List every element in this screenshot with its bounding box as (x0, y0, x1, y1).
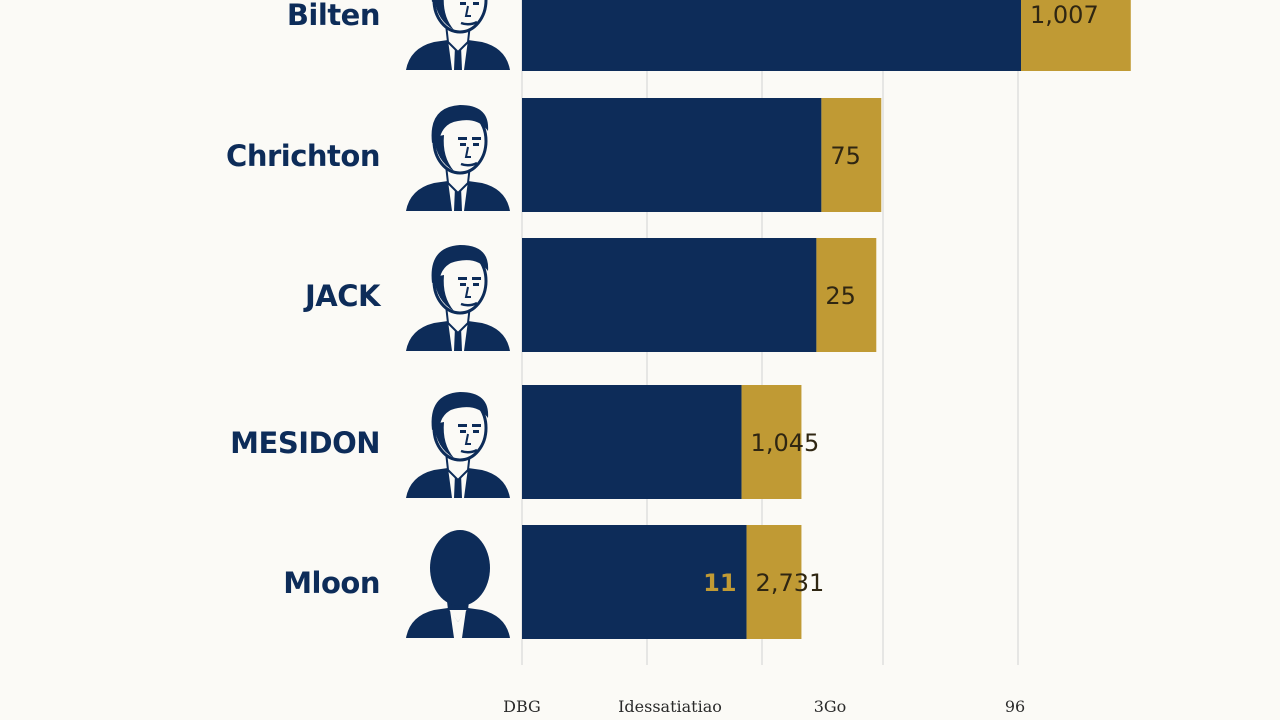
value-label-3: 1,045 (751, 429, 820, 457)
bar-secondary-1 (821, 98, 882, 212)
x-tick-label-2: 3Go (814, 697, 847, 716)
bar-secondary-0 (1021, 0, 1131, 71)
inner-label-4: 11 (703, 569, 736, 597)
bar-primary-1 (522, 98, 822, 212)
value-label-0: 1,007 (1030, 1, 1099, 29)
portrait-icon-4 (406, 530, 510, 638)
portrait-icon-2 (404, 243, 512, 353)
bar-primary-0 (522, 0, 1021, 71)
labels: Bilten 1,007 Chrichton 75 JACK 25 MESIDON 1,045… (226, 0, 1099, 600)
category-label-0: Bilten (287, 0, 380, 32)
x-axis-ticks: DBG Idessatiatiao 3Go 96 (503, 697, 1025, 716)
bar-primary-3 (522, 385, 742, 499)
category-label-3: MESIDON (230, 426, 380, 460)
x-tick-label-3: 96 (1005, 697, 1025, 716)
portrait-icon-1 (404, 103, 512, 213)
category-label-2: JACK (303, 279, 382, 313)
value-label-1: 75 (830, 142, 861, 170)
bar-secondary-3 (741, 385, 802, 499)
portrait-icon-3 (404, 390, 512, 500)
category-label-1: Chrichton (226, 139, 380, 173)
value-label-4: 2,731 (756, 569, 825, 597)
bars (522, 0, 1131, 639)
bar-secondary-4 (746, 525, 802, 639)
x-tick-label-0: DBG (503, 697, 541, 716)
value-label-2: 25 (825, 282, 856, 310)
x-tick-label-1: Idessatiatiao (618, 697, 722, 716)
portrait-icon-0 (404, 0, 512, 72)
bar-primary-2 (522, 238, 817, 352)
bar-secondary-2 (816, 238, 877, 352)
portraits (404, 0, 512, 638)
category-label-4: Mloon (283, 566, 380, 600)
bar-primary-4 (522, 525, 747, 639)
